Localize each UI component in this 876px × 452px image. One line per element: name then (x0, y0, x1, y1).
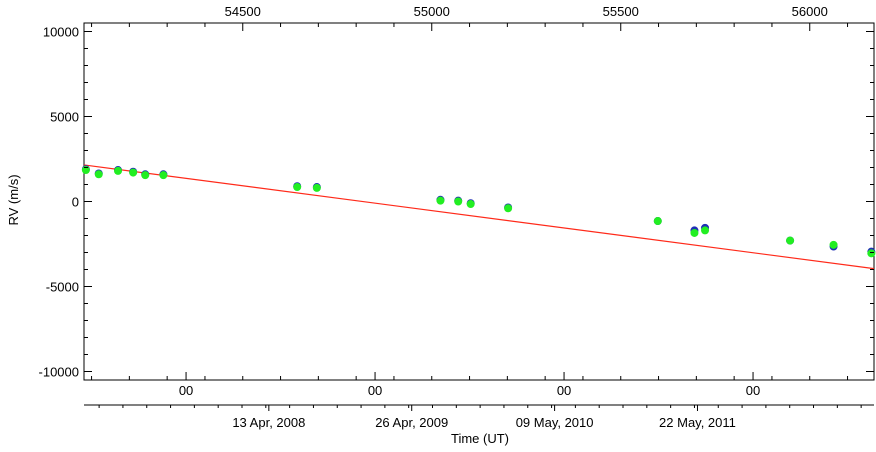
rv-point-green (454, 197, 463, 206)
rv-point-green (867, 249, 876, 258)
rv-point-green (786, 236, 795, 245)
rv-point-green (159, 171, 168, 180)
y-tick-label: 10000 (43, 25, 79, 40)
rv-point-green (81, 166, 90, 175)
ticks-layer: 10000 5000 0 -5000 -10000 54500 55000 55500 5600… (39, 4, 874, 430)
y-tick-label: -5000 (46, 280, 79, 295)
rv-point-green (701, 226, 710, 235)
rv-point-green (504, 204, 513, 213)
bottom-tick-label: 00 (179, 383, 193, 398)
fit-line (83, 164, 875, 270)
date-tick-label: 13 Apr, 2008 (232, 415, 305, 430)
date-tick-label: 26 Apr, 2009 (375, 415, 448, 430)
plot-frame (83, 22, 875, 381)
rv-point-green (141, 171, 150, 180)
data-points-layer (81, 165, 876, 258)
rv-point-green (829, 240, 838, 249)
fit-line-layer (83, 164, 875, 270)
rv-point-green (129, 168, 138, 177)
date-tick-label: 09 May, 2010 (516, 415, 594, 430)
rv-point-green (653, 217, 662, 226)
date-tick-label: 22 May, 2011 (659, 415, 736, 430)
rv-point-green (94, 170, 103, 179)
y-tick-label: 0 (72, 195, 79, 210)
top-tick-label: 54500 (225, 4, 261, 19)
bottom-tick-label: 00 (746, 383, 760, 398)
rv-point-green (466, 200, 475, 209)
y-tick-label: 5000 (50, 110, 79, 125)
bottom-tick-label: 00 (368, 383, 382, 398)
y-axis-title: RV (m/s) (6, 174, 21, 225)
x-axis-title: Time (UT) (451, 431, 509, 446)
top-tick-label: 55500 (603, 4, 639, 19)
bottom-tick-label: 00 (557, 383, 571, 398)
rv-point-green (436, 196, 445, 205)
rv-point-green (114, 166, 123, 175)
rv-point-green (293, 183, 302, 192)
top-tick-label: 55000 (414, 4, 450, 19)
top-tick-label: 56000 (792, 4, 828, 19)
rv-point-green (312, 183, 321, 192)
y-tick-label: -10000 (39, 365, 79, 380)
rv-point-green (690, 228, 699, 237)
